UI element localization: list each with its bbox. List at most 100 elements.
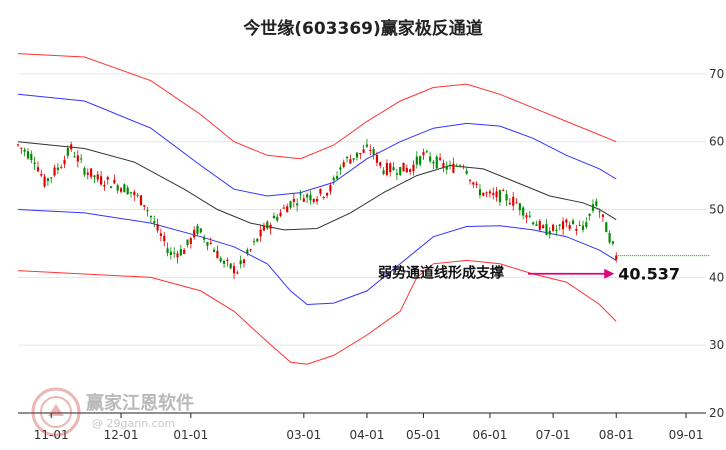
candle-body bbox=[552, 224, 555, 231]
candle-body bbox=[209, 242, 212, 244]
candle-body bbox=[558, 224, 561, 226]
candle-body bbox=[66, 148, 69, 156]
candle-body bbox=[296, 203, 299, 206]
candle-body bbox=[232, 266, 236, 274]
candle-body bbox=[455, 165, 458, 167]
x-tick-label: 05-01 bbox=[406, 428, 441, 442]
candle-body bbox=[30, 153, 33, 161]
candle-body bbox=[422, 152, 425, 156]
candle-body bbox=[309, 194, 312, 201]
channel-line-outer-upper bbox=[17, 53, 617, 160]
candle-body bbox=[615, 255, 618, 260]
candle-body bbox=[545, 224, 548, 235]
candle-body bbox=[136, 194, 139, 196]
candle-body bbox=[96, 174, 99, 180]
candle-body bbox=[365, 144, 369, 147]
candle-body bbox=[538, 221, 541, 230]
candle-body bbox=[103, 184, 106, 187]
candle-body bbox=[472, 182, 475, 185]
candle-body bbox=[146, 210, 149, 212]
candle-body bbox=[316, 198, 319, 202]
candle-body bbox=[399, 166, 402, 175]
channel-line-middle bbox=[17, 141, 617, 231]
candle-body bbox=[588, 213, 591, 216]
candle-body bbox=[392, 167, 395, 171]
candle-body bbox=[429, 156, 432, 162]
candle-body bbox=[405, 168, 408, 173]
annotation-text: 弱势通道线形成支撑 bbox=[378, 265, 504, 282]
candle-body bbox=[149, 215, 153, 218]
candle-body bbox=[439, 157, 442, 160]
candle-body bbox=[402, 162, 405, 172]
y-tick-label: 60 bbox=[709, 135, 724, 149]
candle-body bbox=[129, 192, 133, 194]
candle-body bbox=[46, 178, 49, 182]
candle-body bbox=[369, 149, 372, 151]
y-tick-label: 40 bbox=[709, 270, 724, 284]
axes: 70 60 50 40 30 20 11-01 12-01 01-01 03-01 04-01 05-… bbox=[18, 67, 724, 442]
candle-body bbox=[432, 161, 435, 164]
candle-body bbox=[475, 183, 478, 186]
candle-body bbox=[70, 144, 73, 150]
candle-body bbox=[532, 222, 535, 225]
candle-body bbox=[535, 224, 538, 226]
candle-body bbox=[548, 230, 551, 235]
candle-body bbox=[611, 241, 614, 244]
candle-body bbox=[345, 156, 349, 159]
candle-body bbox=[189, 238, 192, 244]
annotation-layer: 弱势通道线形成支撑 40.537 bbox=[378, 255, 710, 284]
candle-body bbox=[216, 250, 219, 259]
candle-body bbox=[442, 162, 445, 168]
candle-body bbox=[60, 167, 63, 169]
candle-body bbox=[312, 199, 315, 202]
candle-body bbox=[33, 162, 36, 165]
x-tick-label: 08-01 bbox=[599, 428, 634, 442]
y-tick-label: 30 bbox=[709, 338, 724, 352]
candle-body bbox=[50, 177, 53, 179]
candle-body bbox=[252, 241, 256, 243]
candle-body bbox=[495, 191, 498, 198]
candle-body bbox=[302, 198, 305, 202]
candle-body bbox=[139, 195, 143, 206]
candle-body bbox=[515, 202, 518, 204]
annotation-value: 40.537 bbox=[618, 265, 680, 284]
candle-body bbox=[276, 216, 279, 221]
candle-body bbox=[63, 159, 66, 165]
candle-body bbox=[56, 167, 59, 171]
candle-body bbox=[289, 201, 292, 208]
candle-body bbox=[379, 162, 382, 166]
watermark-logo bbox=[31, 387, 81, 437]
candle-body bbox=[448, 164, 452, 166]
candle-body bbox=[292, 198, 295, 202]
candle-body bbox=[508, 202, 511, 205]
candle-body bbox=[199, 228, 202, 233]
candle-body bbox=[585, 222, 588, 227]
candle-body bbox=[156, 224, 159, 231]
candle-body bbox=[73, 156, 76, 158]
candle-body bbox=[349, 159, 352, 164]
candle-body bbox=[119, 188, 123, 192]
x-tick-label: 03-01 bbox=[286, 428, 321, 442]
candle-body bbox=[465, 170, 468, 174]
candle-body bbox=[319, 188, 322, 194]
candle-body bbox=[565, 219, 568, 223]
candle-body bbox=[159, 233, 162, 236]
channel-lines bbox=[17, 53, 617, 365]
candle-body bbox=[16, 144, 20, 146]
candle-body bbox=[229, 263, 232, 269]
candle-body bbox=[203, 236, 206, 240]
candle-body bbox=[605, 222, 608, 233]
candle-body bbox=[355, 152, 359, 158]
candle-body bbox=[40, 173, 43, 176]
x-tick-label: 06-01 bbox=[473, 428, 508, 442]
candle-body bbox=[76, 155, 79, 162]
candle-body bbox=[93, 175, 96, 178]
candle-body bbox=[163, 235, 166, 242]
candle-body bbox=[575, 228, 578, 231]
candle-body bbox=[425, 151, 428, 153]
candle-body bbox=[561, 221, 565, 230]
y-tick-label: 70 bbox=[709, 67, 724, 81]
candle-body bbox=[43, 176, 46, 187]
x-tick-label: 07-01 bbox=[536, 428, 571, 442]
candle-body bbox=[462, 166, 465, 168]
